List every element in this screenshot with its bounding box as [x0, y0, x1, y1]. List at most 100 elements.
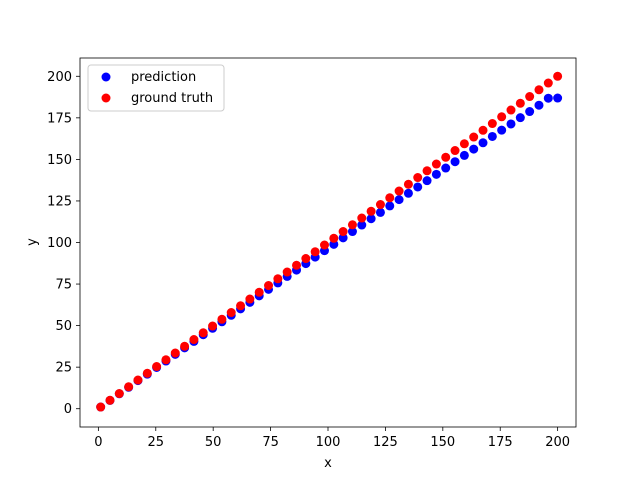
- x-tick-label-4: 100: [316, 435, 341, 450]
- ground-truth-point-13: [217, 314, 227, 324]
- y-tick-label-8: 200: [47, 70, 72, 85]
- ground-truth-point-18: [264, 281, 274, 291]
- legend-label-ground-truth: ground truth: [131, 91, 213, 106]
- ground-truth-point-32: [394, 186, 404, 196]
- ground-truth-point-4: [133, 375, 143, 385]
- ground-truth-point-16: [245, 294, 255, 304]
- y-axis-ticks: 0 25 50 75 100 125 150 175 200: [47, 70, 80, 417]
- ground-truth-point-44: [506, 105, 516, 115]
- x-tick-label-2: 50: [205, 435, 222, 450]
- ground-truth-point-46: [525, 92, 535, 102]
- prediction-point-33: [403, 188, 413, 198]
- ground-truth-point-14: [226, 308, 236, 318]
- y-tick-label-3: 75: [55, 278, 72, 293]
- prediction-point-32: [394, 195, 404, 205]
- legend-box: [87, 64, 225, 112]
- ground-truth-point-43: [497, 112, 507, 122]
- ground-truth-point-38: [450, 146, 460, 156]
- ground-truth-point-30: [375, 200, 385, 210]
- ground-truth-point-10: [189, 335, 199, 345]
- ground-truth-point-21: [292, 260, 302, 270]
- x-tick-label-1: 25: [148, 435, 165, 450]
- y-axis-label: y: [25, 238, 40, 246]
- prediction-point-31: [385, 201, 395, 211]
- x-tick-label-3: 75: [262, 435, 279, 450]
- prediction-point-43: [497, 125, 507, 135]
- prediction-point-41: [478, 138, 488, 148]
- ground-truth-point-31: [385, 193, 395, 203]
- ground-truth-point-48: [543, 78, 553, 88]
- x-tick-label-8: 200: [545, 435, 570, 450]
- ground-truth-point-12: [208, 321, 218, 331]
- prediction-point-44: [506, 119, 516, 129]
- ground-truth-point-17: [254, 287, 264, 297]
- ground-truth-point-28: [357, 213, 367, 223]
- prediction-point-49: [553, 93, 563, 103]
- ground-truth-point-33: [403, 179, 413, 189]
- x-axis-label: x: [324, 456, 332, 471]
- legend-label-prediction: prediction: [131, 70, 196, 85]
- ground-truth-point-19: [273, 274, 283, 284]
- ground-truth-point-0: [96, 402, 106, 412]
- prediction-point-35: [422, 176, 432, 186]
- ground-truth-point-27: [347, 220, 357, 230]
- ground-truth-point-45: [515, 98, 525, 108]
- prediction-point-42: [487, 131, 497, 141]
- x-tick-label-5: 125: [373, 435, 398, 450]
- ground-truth-point-49: [553, 71, 563, 81]
- prediction-point-30: [375, 207, 385, 217]
- y-tick-label-2: 50: [55, 319, 72, 334]
- ground-truth-point-41: [478, 125, 488, 135]
- y-tick-label-7: 175: [47, 111, 72, 126]
- ground-truth-point-11: [198, 328, 208, 338]
- y-tick-label-1: 25: [55, 361, 72, 376]
- prediction-point-28: [357, 220, 367, 230]
- ground-truth-point-42: [487, 119, 497, 129]
- x-tick-label-6: 150: [430, 435, 455, 450]
- ground-truth-point-7: [161, 355, 171, 365]
- prediction-point-48: [543, 93, 553, 103]
- legend-marker-ground-truth: [101, 93, 111, 103]
- ground-truth-point-9: [180, 341, 190, 351]
- prediction-point-36: [431, 169, 441, 179]
- ground-truth-point-20: [282, 267, 292, 277]
- prediction-point-26: [338, 233, 348, 243]
- legend-marker-prediction: [101, 72, 111, 82]
- x-tick-label-0: 0: [94, 435, 102, 450]
- ground-truth-point-47: [534, 85, 544, 95]
- ground-truth-point-39: [459, 139, 469, 149]
- ground-truth-point-5: [142, 368, 152, 378]
- ground-truth-point-23: [310, 247, 320, 257]
- y-tick-label-0: 0: [64, 402, 72, 417]
- ground-truth-point-2: [114, 389, 124, 399]
- ground-truth-point-36: [431, 159, 441, 169]
- legend: prediction ground truth: [87, 64, 225, 112]
- ground-truth-point-22: [301, 254, 311, 264]
- ground-truth-point-34: [413, 173, 423, 183]
- prediction-point-47: [534, 100, 544, 110]
- prediction-point-27: [347, 227, 357, 237]
- y-tick-label-4: 100: [47, 236, 72, 251]
- prediction-point-45: [515, 113, 525, 123]
- prediction-point-34: [413, 182, 423, 192]
- ground-truth-point-24: [319, 240, 329, 250]
- ground-truth-point-3: [124, 382, 134, 392]
- ground-truth-point-37: [441, 152, 451, 162]
- ground-truth-point-1: [105, 395, 115, 405]
- prediction-point-39: [459, 150, 469, 160]
- prediction-point-46: [525, 107, 535, 117]
- ground-truth-point-26: [338, 227, 348, 237]
- ground-truth-point-35: [422, 166, 432, 176]
- x-tick-label-7: 175: [488, 435, 513, 450]
- ground-truth-point-29: [366, 206, 376, 216]
- data-points: [96, 71, 563, 412]
- ground-truth-point-40: [469, 132, 479, 142]
- ground-truth-point-8: [170, 348, 180, 358]
- prediction-point-40: [469, 144, 479, 154]
- prediction-point-29: [366, 214, 376, 224]
- ground-truth-point-25: [329, 233, 339, 243]
- x-axis-ticks: 0 25 50 75 100 125 150 175 200: [94, 427, 570, 450]
- y-tick-label-6: 150: [47, 153, 72, 168]
- ground-truth-point-6: [152, 362, 162, 372]
